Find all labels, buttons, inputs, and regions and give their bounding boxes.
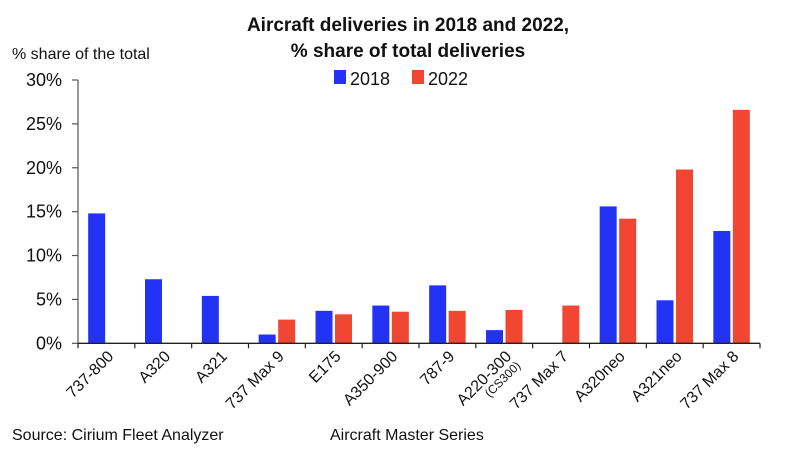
x-tick-label: A321 — [192, 348, 231, 387]
bar-2022-787-9 — [448, 310, 466, 344]
y-tick-label: 30% — [26, 70, 62, 90]
legend: 2018 2022 — [334, 69, 468, 89]
y-axis-label: % share of the total — [12, 46, 150, 63]
x-tick-label: A321neo — [628, 348, 685, 405]
x-tick-label: E175 — [306, 348, 345, 387]
bar-2018-a220-300 — [486, 330, 503, 344]
bar-2022-a220-300 — [505, 309, 523, 344]
bar-2018-a321neo — [656, 300, 674, 344]
bar-2022-a320neo — [619, 218, 637, 344]
x-tick-label: 737 Max 8 — [678, 348, 743, 413]
bar-2018-a350-900 — [372, 305, 390, 344]
y-tick-label: 5% — [36, 289, 62, 309]
y-tick-label: 20% — [26, 158, 62, 178]
bar-2018-737-800 — [88, 213, 106, 344]
bar-2022-737-max-7 — [562, 305, 580, 344]
bar-2018-a320neo — [599, 206, 617, 344]
bars — [88, 109, 750, 344]
bar-2018-787-9 — [429, 285, 447, 344]
series-note: Aircraft Master Series — [330, 427, 484, 444]
bar-2022-e175 — [335, 314, 352, 344]
bar-2018-a320 — [145, 279, 162, 344]
bar-2018-a321 — [201, 295, 219, 344]
source-note: Source: Cirium Fleet Analyzer — [12, 427, 224, 444]
bar-2022-737-max-8 — [732, 109, 750, 344]
chart-title: Aircraft deliveries in 2018 and 2022, — [247, 15, 569, 36]
chart-subtitle: % share of total deliveries — [291, 41, 525, 62]
bar-2018-e175 — [315, 310, 333, 344]
y-tick-label: 10% — [26, 246, 62, 266]
y-axis: 0% 5% 10% 15% 20% 25% 30% — [26, 70, 79, 353]
x-tick-label: 787-9 — [417, 348, 458, 389]
bar-2018-737-max-9 — [258, 334, 276, 344]
legend-swatch-2018 — [334, 70, 346, 84]
bar-2022-a321neo — [676, 169, 693, 344]
y-tick-label: 15% — [26, 202, 62, 222]
bar-2022-737-max-9 — [278, 319, 296, 344]
x-tick-label: A350-900 — [340, 348, 401, 409]
bar-2018-737-max-8 — [713, 230, 731, 344]
x-tick-label: 737 Max 9 — [223, 348, 288, 413]
bar-2022-a350-900 — [391, 311, 409, 344]
legend-label-2018: 2018 — [350, 69, 390, 89]
x-tick-label: A320neo — [571, 348, 628, 405]
x-tick-label: A320 — [136, 348, 175, 387]
y-tick-label: 0% — [36, 333, 62, 353]
legend-swatch-2022 — [412, 70, 424, 84]
legend-label-2022: 2022 — [428, 69, 468, 89]
x-tick-label: 737 Max 7 — [507, 348, 572, 413]
y-tick-label: 25% — [26, 114, 62, 134]
x-tick-label: 737-800 — [64, 348, 118, 402]
